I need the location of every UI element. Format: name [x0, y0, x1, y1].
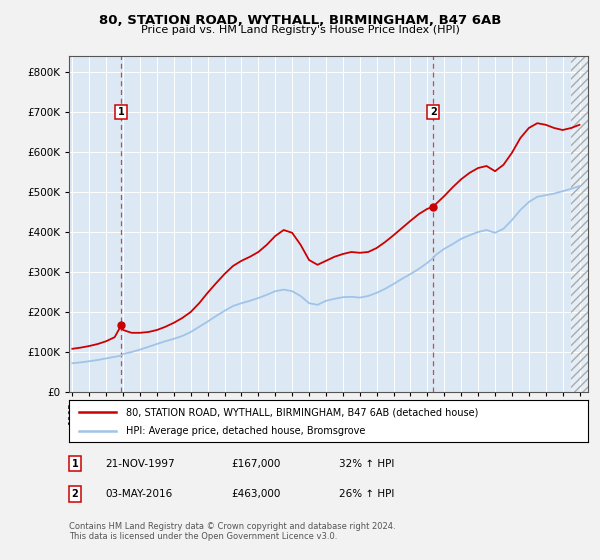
Text: 2: 2: [430, 107, 437, 117]
Text: 1: 1: [71, 459, 79, 469]
Text: £167,000: £167,000: [231, 459, 280, 469]
Text: 26% ↑ HPI: 26% ↑ HPI: [339, 489, 394, 499]
Text: 1: 1: [118, 107, 125, 117]
Text: Contains HM Land Registry data © Crown copyright and database right 2024.
This d: Contains HM Land Registry data © Crown c…: [69, 522, 395, 542]
Text: £463,000: £463,000: [231, 489, 280, 499]
Text: 80, STATION ROAD, WYTHALL, BIRMINGHAM, B47 6AB: 80, STATION ROAD, WYTHALL, BIRMINGHAM, B…: [99, 14, 501, 27]
Text: HPI: Average price, detached house, Bromsgrove: HPI: Average price, detached house, Brom…: [126, 426, 365, 436]
Text: 2: 2: [71, 489, 79, 499]
Text: 80, STATION ROAD, WYTHALL, BIRMINGHAM, B47 6AB (detached house): 80, STATION ROAD, WYTHALL, BIRMINGHAM, B…: [126, 407, 478, 417]
Text: 21-NOV-1997: 21-NOV-1997: [105, 459, 175, 469]
Bar: [571, 56, 588, 392]
Text: 32% ↑ HPI: 32% ↑ HPI: [339, 459, 394, 469]
Bar: [571, 56, 588, 392]
Text: Price paid vs. HM Land Registry's House Price Index (HPI): Price paid vs. HM Land Registry's House …: [140, 25, 460, 35]
Text: 03-MAY-2016: 03-MAY-2016: [105, 489, 172, 499]
